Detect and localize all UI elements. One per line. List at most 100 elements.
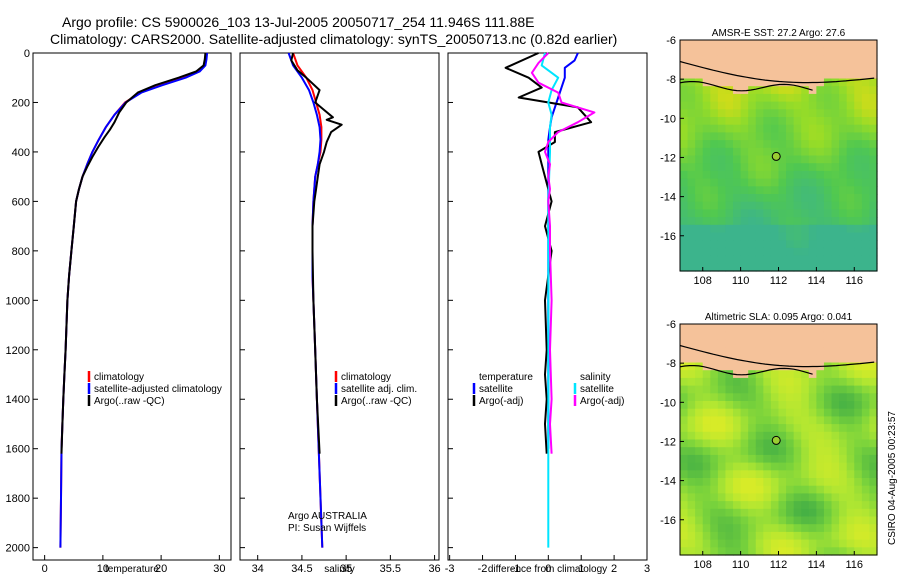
sla_map-cell (725, 408, 734, 417)
sst_map-cell (755, 109, 764, 118)
sla_map-cell (861, 362, 871, 371)
sla_map-cell (846, 470, 855, 479)
sla_map-cell (695, 493, 704, 502)
sla_map-cell (717, 416, 727, 425)
sst_map-cell (748, 40, 757, 49)
sst_map-cell (710, 109, 719, 118)
sla_map-cell (687, 416, 696, 425)
sst_map-cell (831, 163, 840, 172)
sla_map-cell (763, 424, 772, 433)
sla_map-cell (778, 339, 787, 348)
sla-map-panel: 108 110 112 114 116-6-8-10-12-14-16Altimetri… (660, 312, 878, 571)
sla_map-cell (778, 401, 787, 410)
sst_map-cell (755, 194, 764, 203)
sst_map-cell (763, 163, 772, 172)
sst_map-cell (801, 124, 810, 133)
sla_map-cell (778, 531, 787, 541)
sst_map-cell (702, 255, 711, 264)
sst_map-cell (854, 63, 863, 72)
sla_map-cell (808, 324, 817, 333)
sla_map-cell (846, 416, 855, 425)
sla_map-cell (733, 493, 742, 502)
sla_map-cell (755, 470, 764, 479)
sla_map-cell (778, 424, 787, 433)
sst_map-cell (763, 224, 772, 234)
sla_map-cell (740, 539, 749, 548)
sla_map-cell (786, 439, 795, 448)
sla_map-cell (740, 431, 749, 441)
sst_map-cell (710, 163, 719, 172)
sst_map-cell (846, 93, 855, 103)
sla_map-cell (710, 462, 719, 471)
sst_map-cell (687, 194, 696, 203)
sst_map-cell (687, 147, 696, 157)
sla_map-cell (793, 431, 802, 441)
sst_map-cell (702, 163, 711, 172)
sst_map-cell (846, 47, 855, 56)
sst_map-cell (695, 93, 704, 103)
sst_map-cell (786, 147, 795, 157)
sla_map-cell (755, 539, 764, 548)
sst_map-cell (763, 40, 772, 49)
sst_map-cell (793, 55, 802, 64)
sla_map-cell (680, 454, 689, 464)
sst_map-ytick-label: -10 (660, 113, 676, 125)
sst_map-cell (702, 140, 711, 149)
sla_map-cell (770, 470, 780, 479)
sst_map-cell (839, 86, 848, 95)
sst_map-ytick-label: -16 (660, 231, 676, 243)
sla_map-xtick-label: 112 (770, 559, 788, 571)
sst_map-cell (778, 93, 787, 103)
sla_map-cell (846, 431, 855, 441)
sla_map-cell (695, 416, 704, 425)
sst_map-cell (717, 55, 727, 64)
sst_map-cell (733, 55, 742, 64)
sst_map-cell (869, 163, 878, 172)
sst_map-cell (778, 155, 787, 164)
sla_map-cell (854, 324, 863, 333)
sla_map-cell (846, 516, 855, 525)
sla_map-cell (778, 370, 787, 379)
sla_map-cell (702, 408, 711, 417)
sst_map-cell (816, 109, 825, 118)
sst_map-cell (786, 140, 795, 149)
sst_map-cell (869, 147, 878, 157)
sst_map-cell (839, 178, 848, 187)
sla_map-cell (687, 339, 696, 348)
sla_map-cell (839, 524, 848, 533)
sst_map-cell (823, 147, 833, 157)
sst_map-cell (770, 232, 780, 241)
difference-xtick-label: 3 (644, 563, 650, 575)
sla_map-cell (733, 539, 742, 548)
sla_map-cell (748, 547, 757, 556)
sst_map-cell (846, 124, 855, 133)
sla_map-cell (725, 524, 734, 533)
sst_map-cell (808, 147, 817, 157)
sla_map-cell (695, 439, 704, 448)
sst_map-cell (680, 170, 689, 180)
sst_map-cell (717, 209, 727, 218)
sst_map-cell (695, 109, 704, 118)
sst_map-cell (725, 255, 734, 264)
sst_map-cell (861, 217, 871, 226)
sst_map-cell (861, 255, 871, 264)
sla_map-cell (801, 547, 810, 556)
sla_map-cell (680, 347, 689, 356)
sst_map-cell (816, 55, 825, 64)
sla_map-cell (763, 462, 772, 471)
sla_map-cell (680, 370, 689, 379)
sst_map-cell (695, 232, 704, 241)
sst_map-cell (808, 217, 817, 226)
sst_map-cell (793, 186, 802, 195)
sst_map-cell (869, 155, 878, 164)
sst_map-cell (786, 101, 795, 110)
sst_map-cell (839, 40, 848, 49)
sla_map-cell (733, 431, 742, 441)
sst_map-cell (725, 40, 734, 49)
sst_map-cell (717, 263, 727, 272)
sst_map-cell (839, 70, 848, 80)
sst_map-cell (839, 163, 848, 172)
sla_map-cell (854, 431, 863, 441)
sla_map-cell (861, 339, 871, 348)
sla_map-cell (793, 547, 802, 556)
